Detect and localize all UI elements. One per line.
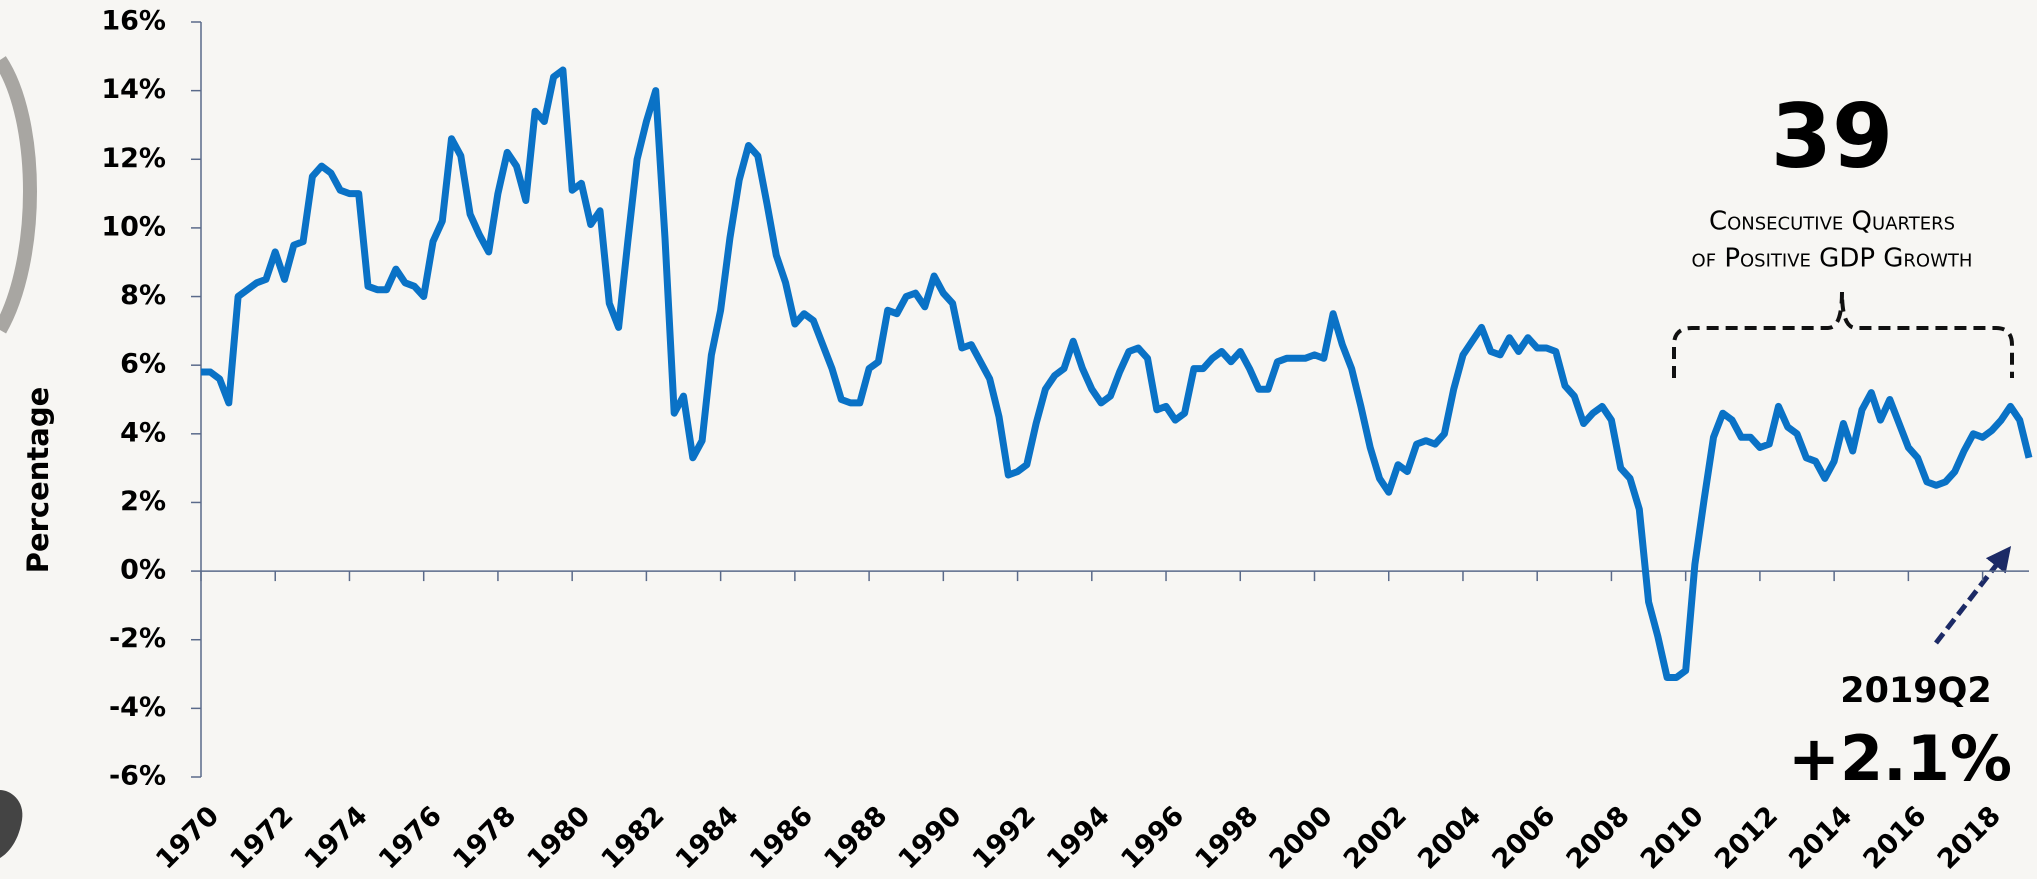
y-tick-label: 4%	[120, 417, 166, 448]
series-line	[201, 66, 2033, 681]
annotation-date: 2019Q2	[1840, 671, 1992, 711]
annotation-value: +2.1%	[1788, 722, 2012, 795]
y-tick-label: -2%	[109, 623, 166, 654]
y-axis-label: Percentage	[21, 387, 55, 574]
y-tick-label: 14%	[101, 74, 166, 105]
decor-ring	[0, 56, 37, 334]
bracket	[1672, 291, 2014, 378]
y-tick-label: -6%	[109, 761, 166, 792]
y-tick-label: -4%	[109, 692, 166, 723]
y-tick-label: 12%	[101, 143, 166, 174]
y-tick-label: 2%	[120, 486, 166, 517]
y-tick-label: 8%	[120, 280, 166, 311]
y-tick-label: 10%	[101, 211, 166, 242]
annotation-count: 39	[1771, 85, 1893, 188]
decor-blob	[0, 790, 23, 858]
y-tick-label: 0%	[120, 555, 166, 586]
annotation-caption: of Positive GDP Growth	[1692, 244, 1973, 274]
arrow	[1934, 546, 2012, 645]
y-tick-label: 16%	[101, 6, 166, 37]
y-tick-label: 6%	[120, 349, 166, 380]
annotation-caption: Consecutive Quarters	[1709, 207, 1955, 237]
